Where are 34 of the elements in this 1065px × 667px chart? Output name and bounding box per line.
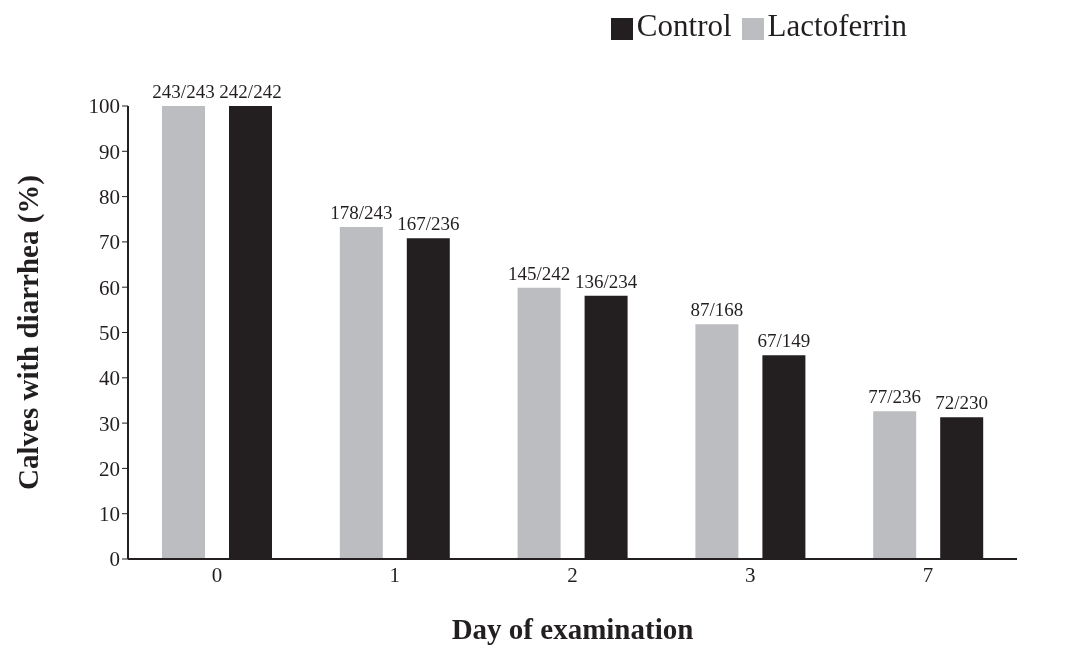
y-tick-label: 10 (99, 502, 120, 527)
x-tick-label: 7 (922, 562, 934, 587)
y-tick-label: 40 (99, 366, 120, 391)
x-axis-title: Day of examination (451, 613, 694, 645)
bar (873, 411, 917, 559)
bar (695, 324, 739, 559)
y-tick-label: 60 (99, 275, 120, 300)
bar (339, 226, 383, 559)
data-label: 178/243 (330, 201, 393, 223)
y-tick-label: 30 (99, 411, 120, 436)
data-label: 136/234 (574, 270, 638, 292)
data-label: 67/149 (757, 330, 811, 352)
legend-label: Control (636, 8, 732, 43)
y-tick-label: 50 (99, 320, 120, 345)
data-label: 145/242 (507, 262, 571, 284)
bar (162, 106, 205, 559)
data-label: 72/230 (935, 392, 989, 414)
data-label: 167/236 (397, 213, 460, 235)
y-tick-label: 70 (99, 230, 120, 255)
y-tick-label: 100 (88, 94, 120, 119)
x-tick-label: 3 (745, 562, 756, 587)
x-tick-label: 0 (211, 562, 223, 587)
y-tick-label: 80 (99, 185, 120, 210)
data-label: 242/242 (219, 81, 282, 102)
data-label: 77/236 (868, 386, 922, 408)
x-tick-label: 2 (567, 562, 578, 587)
data-label: 243/243 (152, 81, 215, 102)
x-tick-label: 1 (389, 562, 400, 587)
y-tick-label: 90 (99, 139, 120, 164)
legend-label: Lactoferrin (767, 8, 907, 43)
bar (517, 287, 561, 559)
data-label: 87/168 (690, 299, 744, 321)
y-tick-label: 20 (99, 456, 120, 481)
y-axis-title: Calves with diarrhea (%) (12, 175, 46, 490)
